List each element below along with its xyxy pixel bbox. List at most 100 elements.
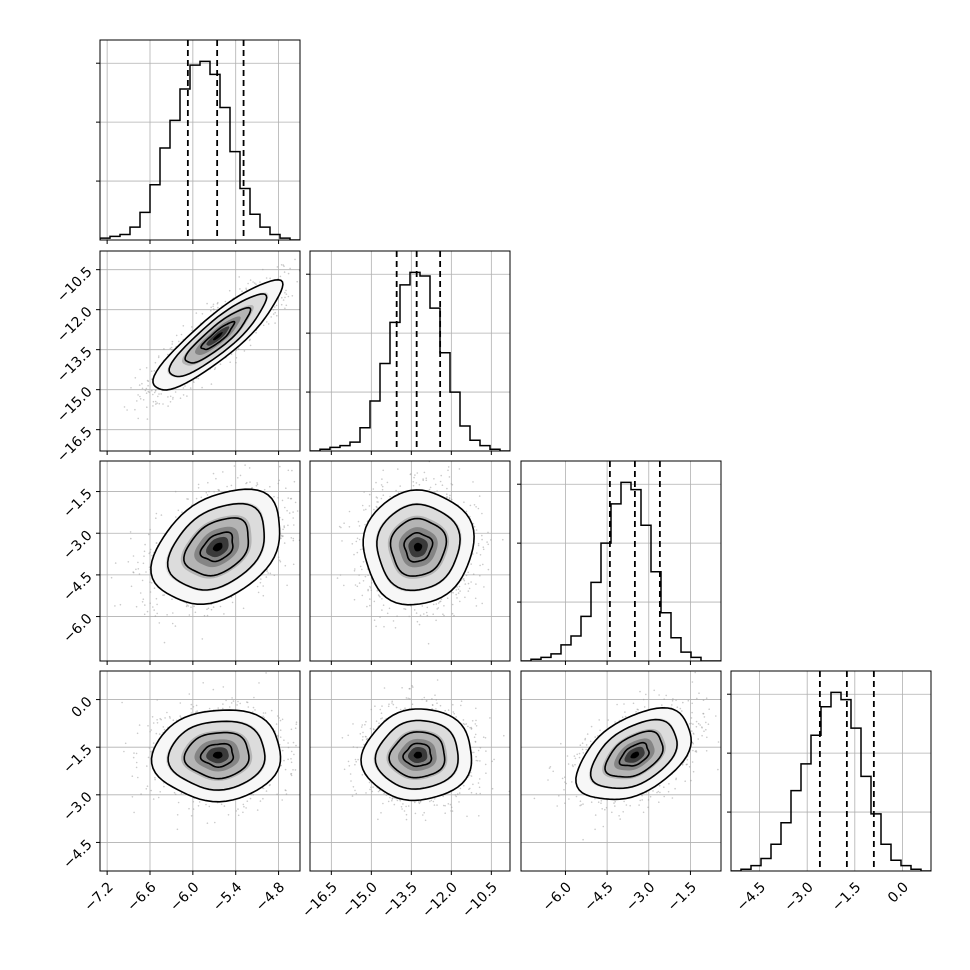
scatter-point <box>152 722 155 724</box>
scatter-point <box>182 387 185 389</box>
panel-frame <box>99 39 301 241</box>
scatter-point <box>446 597 449 599</box>
scatter-point <box>292 537 295 540</box>
scatter-point <box>296 280 299 283</box>
scatter-point <box>362 561 365 563</box>
scatter-point <box>434 483 437 486</box>
scatter-point <box>212 606 215 608</box>
scatter-point <box>287 469 290 472</box>
joint-panel-0-2 <box>96 460 317 665</box>
scatter-point <box>172 396 174 399</box>
scatter-point <box>283 526 286 529</box>
scatter-point <box>217 488 219 491</box>
scatter-point <box>284 506 286 509</box>
panel-frame <box>309 460 511 662</box>
scatter-point <box>189 387 192 389</box>
scatter-point <box>263 716 266 719</box>
scatter-point <box>210 383 213 385</box>
scatter-point <box>479 574 481 577</box>
scatter-point <box>149 581 151 583</box>
scatter-point <box>156 612 158 615</box>
scatter-point <box>180 333 183 336</box>
scatter-point <box>477 542 480 545</box>
scatter-point <box>442 613 444 615</box>
scatter-point <box>423 471 426 474</box>
scatter-point <box>358 582 361 584</box>
scatter-point <box>197 377 200 380</box>
scatter-point <box>260 578 262 580</box>
scatter-point <box>276 715 279 717</box>
scatter-point <box>212 688 215 691</box>
scatter-point <box>141 382 143 385</box>
scatter-point <box>158 355 160 357</box>
scatter-point <box>434 491 436 493</box>
scatter-point <box>290 537 293 539</box>
scatter-point <box>448 476 451 478</box>
scatter-point <box>214 367 217 369</box>
scatter-point <box>153 370 156 372</box>
scatter-point <box>365 508 367 511</box>
scatter-point <box>170 346 173 349</box>
scatter-point <box>425 479 428 482</box>
scatter-point <box>149 528 151 531</box>
scatter-point <box>356 585 359 588</box>
scatter-point <box>169 347 172 350</box>
scatter-point <box>282 264 285 266</box>
scatter-point <box>138 573 141 575</box>
scatter-point <box>222 471 224 473</box>
scatter-point <box>144 604 146 606</box>
scatter-point <box>191 326 193 328</box>
scatter-point <box>451 603 454 606</box>
scatter-point <box>197 483 200 486</box>
scatter-point <box>155 512 158 515</box>
scatter-point <box>230 353 233 355</box>
scatter-point <box>156 402 158 404</box>
scatter-point <box>217 301 219 304</box>
contour-line <box>403 532 434 563</box>
marginal-panel-2 <box>517 460 722 665</box>
scatter-point <box>154 390 157 392</box>
scatter-point <box>479 564 481 567</box>
scatter-point <box>262 268 264 271</box>
scatter-point <box>169 395 172 398</box>
scatter-point <box>364 575 367 578</box>
scatter-point <box>429 486 432 489</box>
scatter-point <box>315 505 317 507</box>
scatter-point <box>190 606 192 608</box>
scatter-point <box>231 697 233 699</box>
scatter-point <box>157 356 160 359</box>
scatter-point <box>249 481 251 483</box>
scatter-point <box>457 588 460 590</box>
scatter-point <box>181 511 183 513</box>
scatter-point <box>359 565 362 568</box>
scatter-point <box>149 548 152 551</box>
joint-panel-0-1 <box>96 250 301 455</box>
scatter-point <box>155 403 157 405</box>
scatter-point <box>145 571 147 573</box>
scatter-point <box>121 701 123 704</box>
scatter-point <box>259 581 262 584</box>
scatter-point <box>379 596 381 598</box>
scatter-point <box>257 591 260 594</box>
scatter-point <box>295 744 297 747</box>
scatter-point <box>467 590 470 592</box>
scatter-point <box>274 306 276 308</box>
scatter-point <box>380 484 383 486</box>
scatter-point <box>361 504 364 507</box>
scatter-point <box>213 368 216 371</box>
scatter-point <box>259 281 261 283</box>
scatter-point <box>180 716 182 719</box>
scatter-point <box>354 568 356 570</box>
scatter-point <box>282 299 285 301</box>
scatter-point <box>278 479 281 482</box>
scatter-point <box>458 585 461 588</box>
scatter-point <box>472 522 475 525</box>
scatter-point <box>421 605 424 607</box>
scatter-point <box>274 322 276 324</box>
scatter-point <box>142 562 145 565</box>
scatter-point <box>179 715 181 717</box>
scatter-point <box>126 409 128 411</box>
scatter-point <box>151 554 153 557</box>
scatter-point <box>247 282 249 285</box>
scatter-point <box>265 277 268 279</box>
